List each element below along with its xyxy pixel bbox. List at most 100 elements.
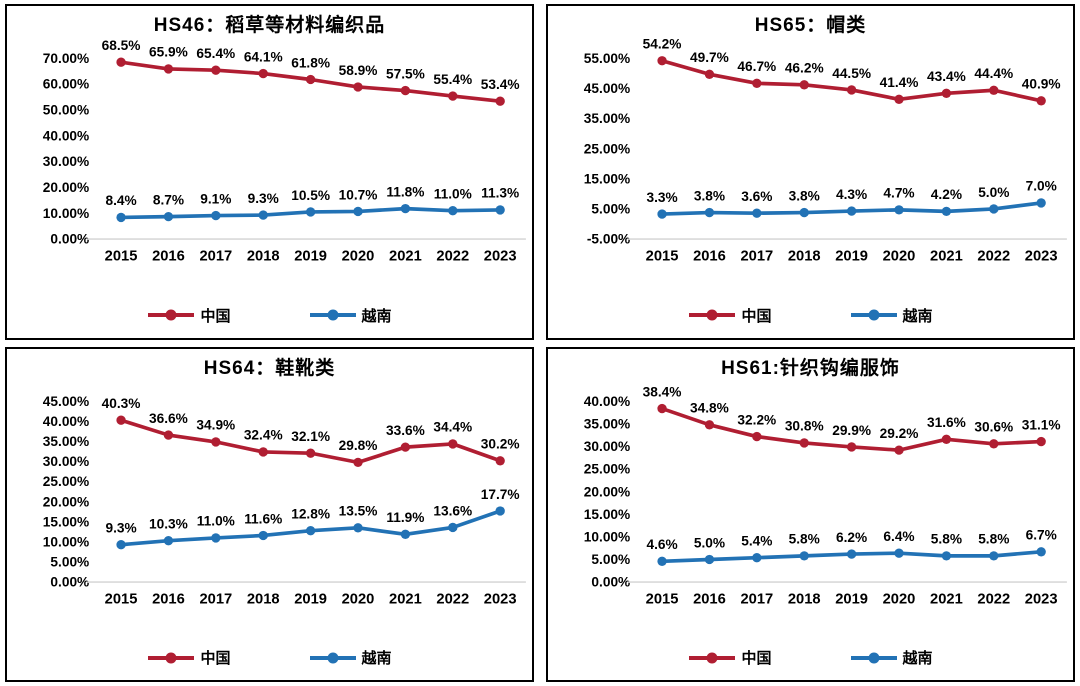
svg-text:2016: 2016: [152, 248, 185, 264]
chart-legend: 中国 越南: [688, 643, 933, 673]
svg-text:5.0%: 5.0%: [978, 185, 1009, 200]
y-axis-tick-labels: 55.00% 45.00% 35.00% 25.00% 15.00% 5.00% -5.00…: [583, 51, 629, 247]
chart-panel-hs65: HS65：帽类 55.00% 45.00% 35.00% 25.00% 15.00% 5.…: [546, 4, 1075, 340]
svg-text:5.00%: 5.00%: [591, 552, 630, 567]
china-line-marker-icon: [148, 652, 195, 663]
svg-text:29.9%: 29.9%: [832, 422, 871, 437]
svg-text:20.00%: 20.00%: [583, 484, 629, 499]
svg-text:5.00%: 5.00%: [50, 554, 89, 569]
legend-item-vietnam: 越南: [850, 305, 933, 326]
vietnam-line-marker-icon: [850, 652, 897, 663]
svg-text:10.3%: 10.3%: [149, 516, 188, 531]
svg-text:11.6%: 11.6%: [244, 511, 282, 526]
legend-item-vietnam: 越南: [850, 647, 933, 668]
svg-text:11.0%: 11.0%: [196, 513, 234, 528]
legend-label-china: 中国: [200, 307, 231, 325]
svg-text:50.00%: 50.00%: [42, 103, 88, 118]
x-axis-tick-labels: 2015 2016 2017 2018 2019 2020 2021 2022 2023: [645, 591, 1057, 607]
svg-text:5.00%: 5.00%: [591, 202, 630, 217]
svg-text:20.00%: 20.00%: [42, 494, 88, 509]
svg-text:2022: 2022: [436, 591, 469, 607]
svg-text:46.7%: 46.7%: [737, 59, 776, 74]
svg-text:25.00%: 25.00%: [42, 474, 88, 489]
chart-title: HS46：稻草等材料编织品: [153, 15, 386, 36]
series-data-labels-china: 68.5% 65.9% 65.4% 64.1% 61.8% 58.9% 57.5% 55.4%…: [101, 38, 519, 92]
svg-text:40.3%: 40.3%: [101, 396, 140, 411]
svg-text:2020: 2020: [882, 591, 915, 607]
svg-text:11.0%: 11.0%: [433, 186, 471, 201]
vietnam-line-marker-icon: [309, 652, 356, 663]
legend-item-vietnam: 越南: [309, 305, 392, 326]
svg-text:40.00%: 40.00%: [42, 128, 88, 143]
legend-label-china: 中国: [741, 650, 772, 667]
svg-text:2017: 2017: [740, 591, 773, 607]
svg-text:2015: 2015: [645, 248, 678, 264]
svg-text:55.00%: 55.00%: [583, 51, 629, 66]
y-axis-tick-labels: 70.00% 60.00% 50.00% 40.00% 30.00% 20.00% 10.0…: [42, 51, 88, 247]
line-chart-canvas: 40.00% 35.00% 30.00% 25.00% 20.00% 15.00% 10.0…: [583, 384, 1067, 607]
svg-text:2021: 2021: [389, 248, 422, 264]
svg-text:32.1%: 32.1%: [291, 428, 330, 443]
series-data-labels-vietnam: 8.4% 8.7% 9.1% 9.3% 10.5% 10.7% 11.8% 11.0% 11.3…: [105, 184, 519, 208]
svg-text:58.9%: 58.9%: [338, 63, 377, 78]
svg-text:2016: 2016: [693, 591, 726, 607]
legend-label-vietnam: 越南: [361, 650, 392, 667]
vietnam-line-marker-icon: [309, 309, 356, 321]
svg-text:65.4%: 65.4%: [196, 46, 235, 61]
svg-text:10.5%: 10.5%: [291, 188, 330, 203]
svg-text:29.8%: 29.8%: [338, 438, 377, 453]
svg-text:10.00%: 10.00%: [42, 206, 88, 221]
svg-text:15.00%: 15.00%: [583, 506, 629, 521]
svg-text:25.00%: 25.00%: [583, 461, 629, 476]
svg-text:0.00%: 0.00%: [591, 574, 630, 589]
legend-label-china: 中国: [200, 650, 231, 667]
legend-item-vietnam: 越南: [309, 647, 392, 668]
svg-text:2015: 2015: [104, 591, 137, 607]
svg-text:2016: 2016: [693, 248, 726, 264]
y-axis-tick-labels: 45.00% 40.00% 35.00% 30.00% 25.00% 20.00% 15.0…: [42, 393, 88, 589]
chart-title: HS65：帽类: [754, 15, 867, 36]
chart-panel-hs64: HS64：鞋靴类 45.00% 40.00% 35.00% 30.00% 25.00% 2…: [5, 346, 534, 682]
svg-text:40.00%: 40.00%: [583, 393, 629, 408]
chart-title: HS61:针织钩编服饰: [721, 357, 900, 379]
svg-text:20.00%: 20.00%: [42, 180, 88, 195]
svg-text:0.00%: 0.00%: [50, 232, 89, 247]
svg-text:17.7%: 17.7%: [480, 486, 519, 501]
x-axis-tick-labels: 2015 2016 2017 2018 2019 2020 2021 2022 2023: [645, 248, 1057, 264]
svg-text:4.2%: 4.2%: [930, 187, 961, 202]
svg-text:38.4%: 38.4%: [642, 384, 681, 399]
chart-title: HS64：鞋靴类: [203, 357, 336, 379]
svg-text:31.1%: 31.1%: [1021, 417, 1060, 432]
legend-label-vietnam: 越南: [902, 650, 933, 667]
svg-text:65.9%: 65.9%: [149, 45, 188, 60]
svg-text:11.9%: 11.9%: [386, 510, 424, 525]
svg-text:2023: 2023: [1024, 248, 1057, 264]
svg-text:2019: 2019: [294, 591, 327, 607]
svg-text:10.00%: 10.00%: [583, 529, 629, 544]
series-markers-china: [656, 56, 1046, 106]
svg-text:15.00%: 15.00%: [42, 514, 88, 529]
svg-text:11.8%: 11.8%: [386, 184, 424, 199]
series-data-labels-china: 40.3% 36.6% 34.9% 32.4% 32.1% 29.8% 33.6% 34.4%…: [101, 396, 519, 453]
svg-text:30.6%: 30.6%: [974, 419, 1013, 434]
svg-text:4.3%: 4.3%: [836, 187, 867, 202]
svg-text:3.8%: 3.8%: [788, 188, 819, 203]
svg-text:13.5%: 13.5%: [338, 503, 377, 518]
chart-panel-hs61: HS61:针织钩编服饰 40.00% 35.00% 30.00% 25.00% 20.0…: [546, 346, 1075, 682]
svg-text:3.6%: 3.6%: [741, 189, 772, 204]
svg-text:6.2%: 6.2%: [836, 529, 867, 544]
svg-text:2018: 2018: [787, 591, 820, 607]
svg-text:34.8%: 34.8%: [690, 400, 729, 415]
x-axis-tick-labels: 2015 2016 2017 2018 2019 2020 2021 2022 2023: [104, 591, 516, 607]
svg-text:30.00%: 30.00%: [42, 154, 88, 169]
svg-text:61.8%: 61.8%: [291, 55, 330, 70]
svg-text:2020: 2020: [341, 591, 374, 607]
svg-text:6.4%: 6.4%: [883, 528, 914, 543]
china-line-marker-icon: [148, 309, 195, 321]
chart-legend: 中国 越南: [147, 300, 392, 330]
svg-text:4.6%: 4.6%: [646, 537, 677, 552]
svg-text:2016: 2016: [152, 591, 185, 607]
series-data-labels-china: 38.4% 34.8% 32.2% 30.8% 29.9% 29.2% 31.6% 30.6%…: [642, 384, 1060, 441]
svg-text:2017: 2017: [740, 248, 773, 264]
